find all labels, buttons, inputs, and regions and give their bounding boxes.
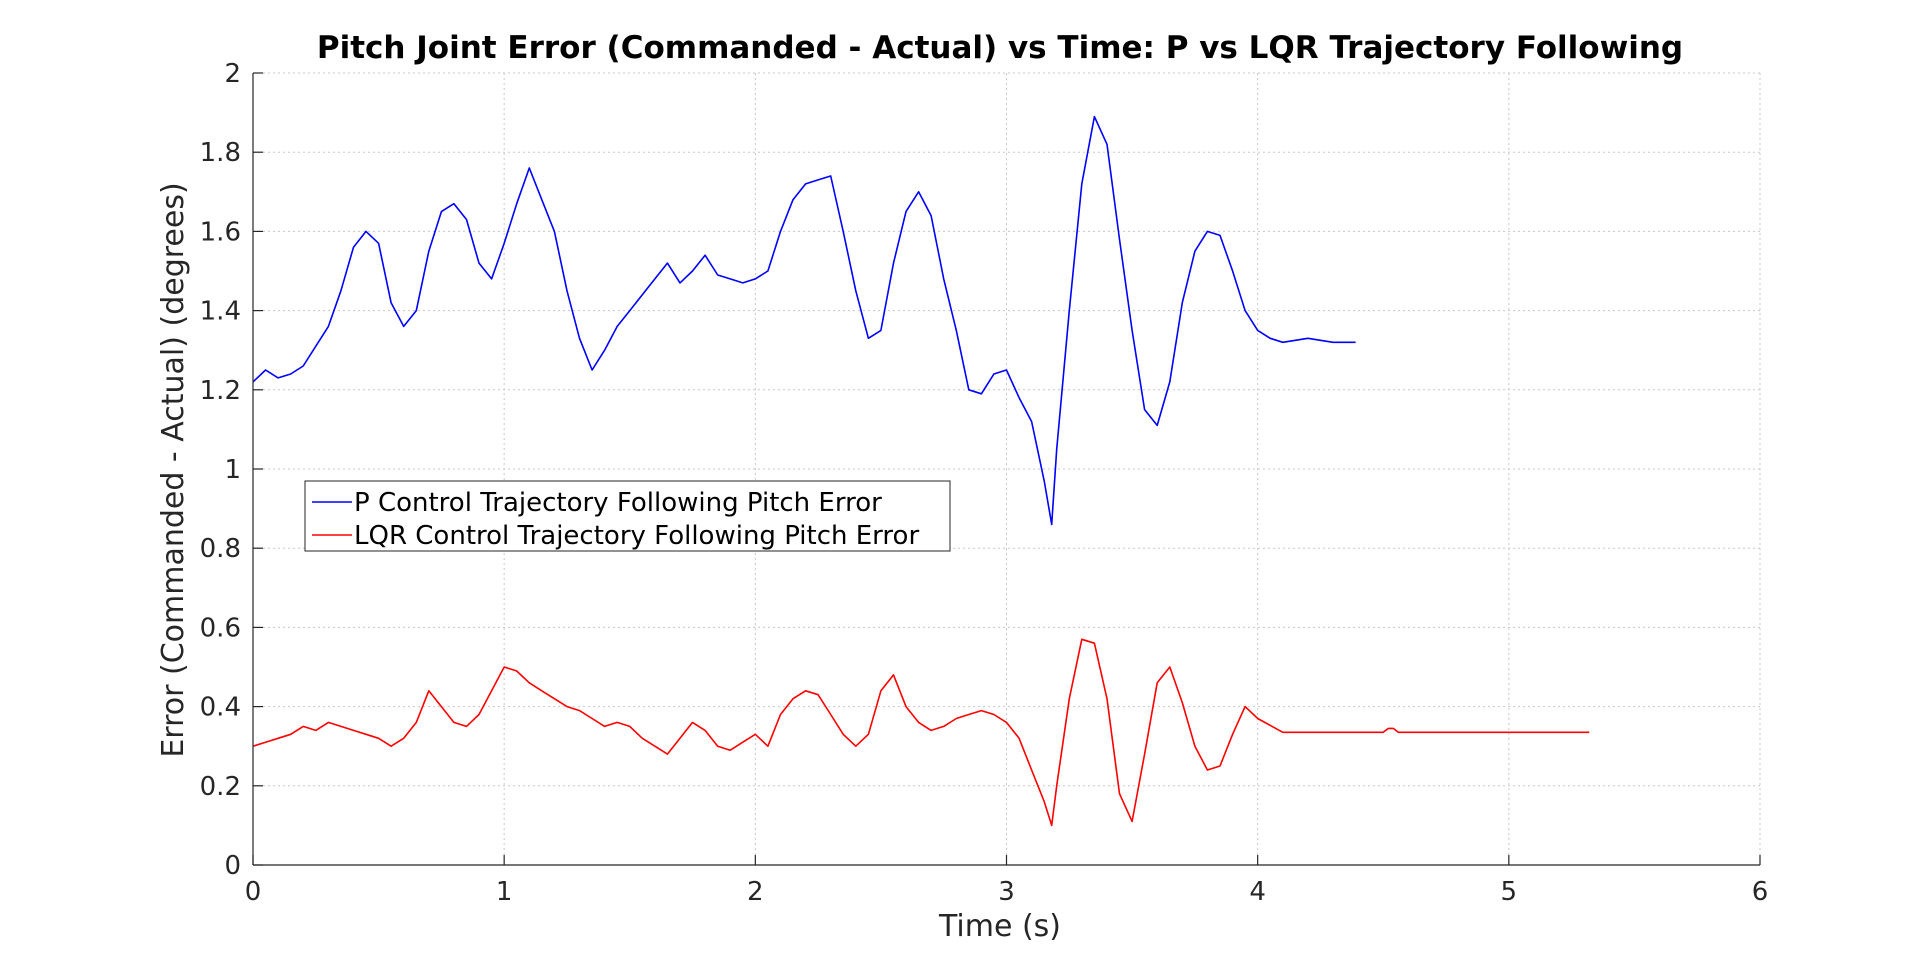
y-tick-label: 0.6 <box>200 613 241 643</box>
x-tick-label: 1 <box>496 877 513 907</box>
chart-title: Pitch Joint Error (Commanded - Actual) v… <box>317 30 1683 66</box>
y-tick-label: 0 <box>224 851 241 881</box>
series-line-lqr-control <box>252 638 1590 827</box>
axes <box>252 72 1761 866</box>
y-tick-label: 1.4 <box>200 297 241 327</box>
y-tick-label: 1.2 <box>200 376 241 406</box>
x-tick-label: 5 <box>1501 877 1518 907</box>
legend: P Control Trajectory Following Pitch Err… <box>304 480 951 552</box>
y-tick-label: 1.8 <box>200 138 241 168</box>
y-tick-label: 1 <box>224 455 241 485</box>
x-tick-label: 2 <box>747 877 764 907</box>
y-tick-label: 0.8 <box>200 534 241 564</box>
x-axis-label: Time (s) <box>938 909 1061 944</box>
x-tick-label: 0 <box>245 877 262 907</box>
legend-box <box>304 480 951 552</box>
y-axis-label: Error (Commanded - Actual) (degrees) <box>156 182 191 757</box>
y-tick-label: 0.2 <box>200 772 241 802</box>
y-tick-label: 2 <box>224 59 241 89</box>
x-tick-label: 6 <box>1752 877 1769 907</box>
legend-label-p-control: P Control Trajectory Following Pitch Err… <box>354 488 882 518</box>
tick-labels: 0 1 2 3 4 5 6 0 0.2 0.4 0.6 0.8 1 1.2 1.4 1.6 1.8 2 <box>200 59 1769 907</box>
x-tick-label: 4 <box>1249 877 1266 907</box>
y-tick-label: 1.6 <box>200 217 241 247</box>
series-layer <box>252 115 1590 827</box>
grid <box>253 72 1761 865</box>
legend-label-lqr-control: LQR Control Trajectory Following Pitch E… <box>354 521 919 551</box>
series-line-p-control <box>252 115 1356 526</box>
y-tick-label: 0.4 <box>200 693 241 723</box>
x-tick-label: 3 <box>998 877 1015 907</box>
